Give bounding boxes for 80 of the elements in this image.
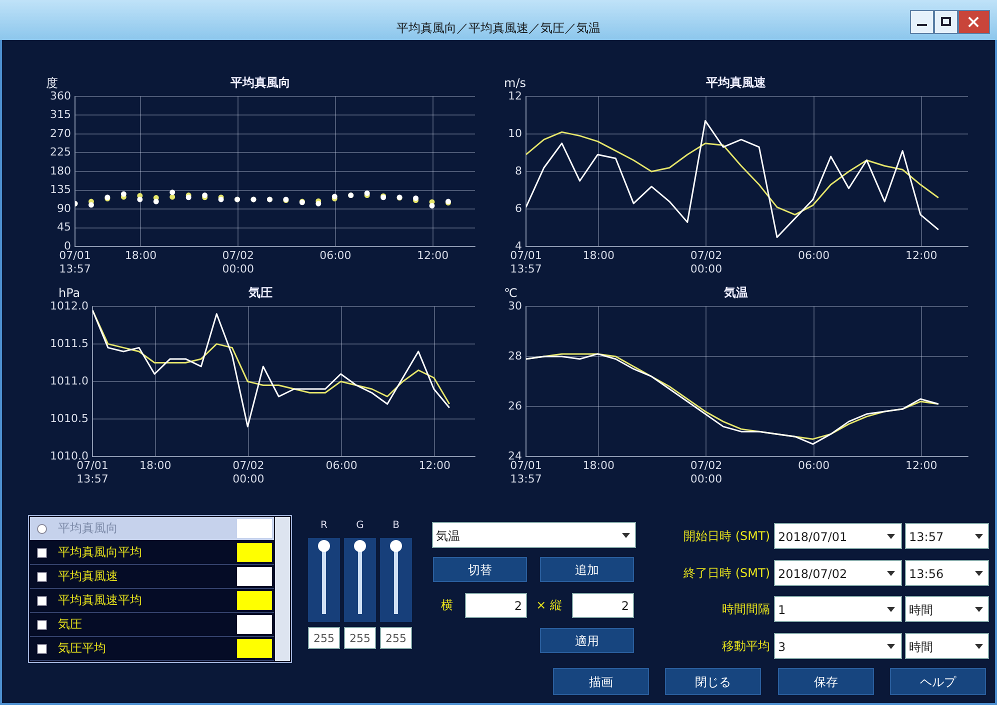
- text: 平均真風向: [58, 520, 119, 537]
- y-tick-label: 12: [508, 89, 522, 102]
- x-tick-label: 18:00: [582, 249, 614, 262]
- y-tick-label: 1011.0: [50, 374, 88, 388]
- text: 平均真風速平均: [58, 592, 143, 609]
- y-tick-label: 1011.5: [50, 336, 88, 350]
- text: 1: [774, 596, 902, 622]
- text: B: [392, 519, 400, 533]
- text: 3: [774, 632, 902, 658]
- y-tick-label: 135: [50, 183, 71, 196]
- text: 終了日時 (SMT): [682, 564, 770, 582]
- text: 追加: [540, 557, 634, 582]
- text: 時間間隔: [721, 601, 770, 618]
- x-tick-label: 12:00: [906, 249, 938, 262]
- text: 平均真風向平均: [58, 544, 143, 561]
- text: 255: [380, 627, 412, 649]
- y-tick-label: 180: [50, 164, 71, 178]
- x-tick-label: 07/02 00:00: [232, 459, 264, 486]
- y-axis-title: hPa: [58, 286, 80, 300]
- text: ヘルプ: [890, 668, 986, 695]
- chart-title: 気圧: [248, 285, 272, 300]
- text: 平均真風速: [58, 568, 119, 585]
- text: 時間: [905, 596, 989, 622]
- text: 平均真風向／平均真風速／気圧／気温: [396, 20, 602, 37]
- y-axis-title: ℃: [504, 286, 518, 300]
- y-tick-label: 315: [50, 108, 71, 122]
- text: 描画: [553, 668, 649, 695]
- x-tick-label: 07/02 00:00: [690, 249, 722, 276]
- text: × 縦: [535, 597, 563, 614]
- text: 2: [465, 593, 527, 618]
- x-tick-label: 12:00: [906, 459, 938, 472]
- x-tick-label: 18:00: [139, 459, 172, 472]
- y-axis-title: m/s: [504, 76, 526, 90]
- y-tick-label: 360: [50, 89, 71, 102]
- text: 気圧: [58, 616, 83, 633]
- x-tick-label: 18:00: [124, 249, 157, 262]
- x-tick-label: 06:00: [326, 459, 358, 472]
- chart-title: 平均真風速: [705, 75, 767, 90]
- y-tick-label: 26: [508, 399, 522, 412]
- text: G: [355, 519, 365, 533]
- x-tick-label: 07/02 00:00: [690, 459, 722, 486]
- text: 255: [308, 627, 340, 649]
- y-tick-label: 270: [50, 126, 71, 140]
- y-tick-label: 1010.5: [50, 412, 88, 425]
- y-tick-label: 90: [56, 202, 71, 215]
- text: R: [320, 519, 328, 533]
- y-tick-label: 225: [50, 146, 71, 159]
- text: 13:57: [905, 523, 989, 549]
- chart-title: 平均真風向: [230, 75, 290, 90]
- x-tick-label: 06:00: [798, 249, 830, 262]
- x-tick-label: 06:00: [798, 459, 830, 472]
- x-tick-label: 12:00: [418, 459, 451, 472]
- y-axis-title: 度: [46, 76, 58, 90]
- chart-title: 気温: [723, 285, 748, 300]
- x-tick-label: 12:00: [416, 249, 449, 262]
- text: 2018/07/01: [774, 523, 902, 549]
- y-tick-label: 8: [514, 164, 522, 178]
- text: 2018/07/02: [774, 560, 902, 586]
- x-tick-label: 06:00: [320, 249, 352, 262]
- text: 気圧平均: [58, 640, 107, 657]
- y-tick-label: 1012.0: [50, 299, 88, 312]
- text: 切替: [433, 557, 527, 582]
- y-tick-label: 10: [508, 126, 522, 140]
- text: 255: [344, 627, 376, 649]
- y-tick-label: 6: [514, 202, 522, 215]
- text: 閉じる: [665, 668, 761, 695]
- x-tick-label: 18:00: [582, 459, 614, 472]
- text: 気温: [432, 522, 636, 548]
- text: 開始日時 (SMT): [682, 528, 770, 545]
- text: 適用: [540, 628, 634, 653]
- text: 移動平均: [721, 638, 770, 654]
- text: 時間: [905, 632, 989, 658]
- text: 保存: [778, 668, 874, 695]
- y-tick-label: 45: [56, 220, 71, 234]
- y-tick-label: 30: [508, 299, 522, 312]
- text: 2: [572, 593, 634, 618]
- y-tick-label: 28: [508, 349, 522, 362]
- text: 横: [440, 597, 454, 614]
- text: 13:56: [905, 560, 989, 586]
- x-tick-label: 07/02 00:00: [222, 249, 254, 276]
